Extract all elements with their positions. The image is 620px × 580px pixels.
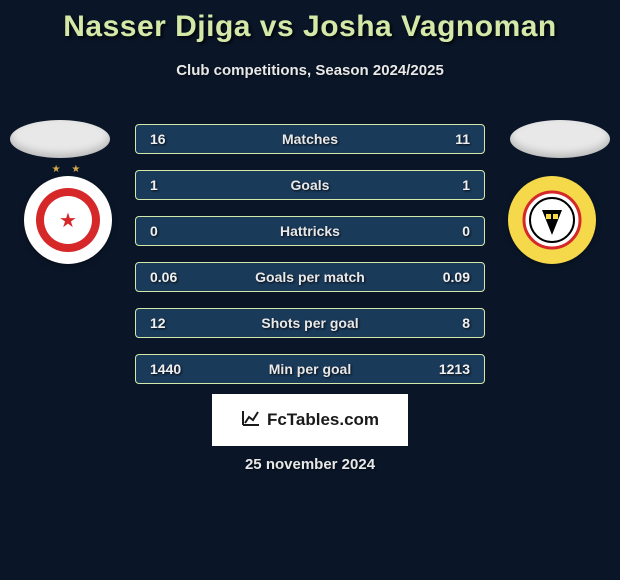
footer-logo[interactable]: FcTables.com: [212, 394, 408, 446]
stat-value-right: 0: [430, 223, 470, 239]
page-title: Nasser Djiga vs Josha Vagnoman: [0, 0, 620, 44]
stat-label: Matches: [282, 131, 338, 147]
club-emblem-left: [36, 188, 100, 252]
stat-row: 12 Shots per goal 8: [135, 308, 485, 338]
chart-icon: [241, 409, 261, 432]
stat-value-left: 1440: [150, 361, 190, 377]
club-badge-left: ★ ★: [24, 176, 112, 264]
stat-label: Min per goal: [269, 361, 351, 377]
footer-date: 25 november 2024: [245, 456, 375, 473]
stat-label: Goals per match: [255, 269, 365, 285]
player-photo-right: [510, 120, 610, 158]
club-emblem-right: [522, 190, 582, 250]
stat-value-right: 11: [430, 131, 470, 147]
stat-value-right: 1: [430, 177, 470, 193]
stat-row: 1440 Min per goal 1213: [135, 354, 485, 384]
stat-value-left: 12: [150, 315, 190, 331]
subtitle: Club competitions, Season 2024/2025: [0, 62, 620, 79]
stat-value-left: 1: [150, 177, 190, 193]
stat-label: Goals: [291, 177, 330, 193]
badge-stars-icon: ★ ★: [52, 164, 85, 175]
stat-value-right: 0.09: [430, 269, 470, 285]
stat-value-right: 8: [430, 315, 470, 331]
footer-logo-text: FcTables.com: [267, 410, 379, 430]
stat-row: 1 Goals 1: [135, 170, 485, 200]
stat-row: 16 Matches 11: [135, 124, 485, 154]
stat-row: 0.06 Goals per match 0.09: [135, 262, 485, 292]
stat-value-left: 16: [150, 131, 190, 147]
stat-label: Shots per goal: [261, 315, 358, 331]
club-badge-right: [508, 176, 596, 264]
stat-value-right: 1213: [430, 361, 470, 377]
stat-label: Hattricks: [280, 223, 340, 239]
stats-table: 16 Matches 11 1 Goals 1 0 Hattricks 0 0.…: [135, 124, 485, 400]
stat-value-left: 0.06: [150, 269, 190, 285]
player-photo-left: [10, 120, 110, 158]
stat-value-left: 0: [150, 223, 190, 239]
stat-row: 0 Hattricks 0: [135, 216, 485, 246]
